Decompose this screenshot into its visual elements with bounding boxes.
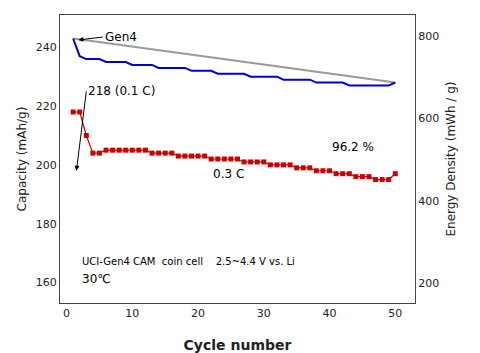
svg-text:Energy Density (mWh / g): Energy Density (mWh / g) — [444, 81, 458, 236]
svg-text:30: 30 — [257, 307, 271, 320]
svg-text:200: 200 — [418, 277, 439, 290]
svg-text:Gen4: Gen4 — [105, 30, 137, 44]
svg-text:180: 180 — [36, 218, 57, 231]
svg-text:220: 220 — [36, 100, 57, 113]
svg-text:20: 20 — [191, 307, 205, 320]
svg-text:10: 10 — [125, 307, 139, 320]
svg-text:0.3 C: 0.3 C — [213, 167, 244, 181]
svg-text:UCI-Gen4 CAM coin cell 2.5: UCI-Gen4 CAM coin cell 2.5~4.4 V vs. Li — [82, 256, 295, 267]
svg-text:0: 0 — [63, 307, 70, 320]
svg-text:800: 800 — [418, 30, 439, 43]
svg-text:600: 600 — [418, 112, 439, 125]
svg-text:400: 400 — [418, 195, 439, 208]
svg-text:Capacity (mAh/g): Capacity (mAh/g) — [15, 107, 29, 212]
svg-text:240: 240 — [36, 41, 57, 54]
svg-text:218 (0.1 C): 218 (0.1 C) — [88, 84, 155, 98]
svg-text:96.2 %: 96.2 % — [332, 140, 374, 154]
svg-text:50: 50 — [388, 307, 402, 320]
svg-text:160: 160 — [36, 276, 57, 289]
svg-text:200: 200 — [36, 159, 57, 172]
svg-text:Cycle number: Cycle number — [184, 337, 292, 353]
svg-text:30℃: 30℃ — [82, 272, 111, 286]
svg-text:40: 40 — [323, 307, 337, 320]
